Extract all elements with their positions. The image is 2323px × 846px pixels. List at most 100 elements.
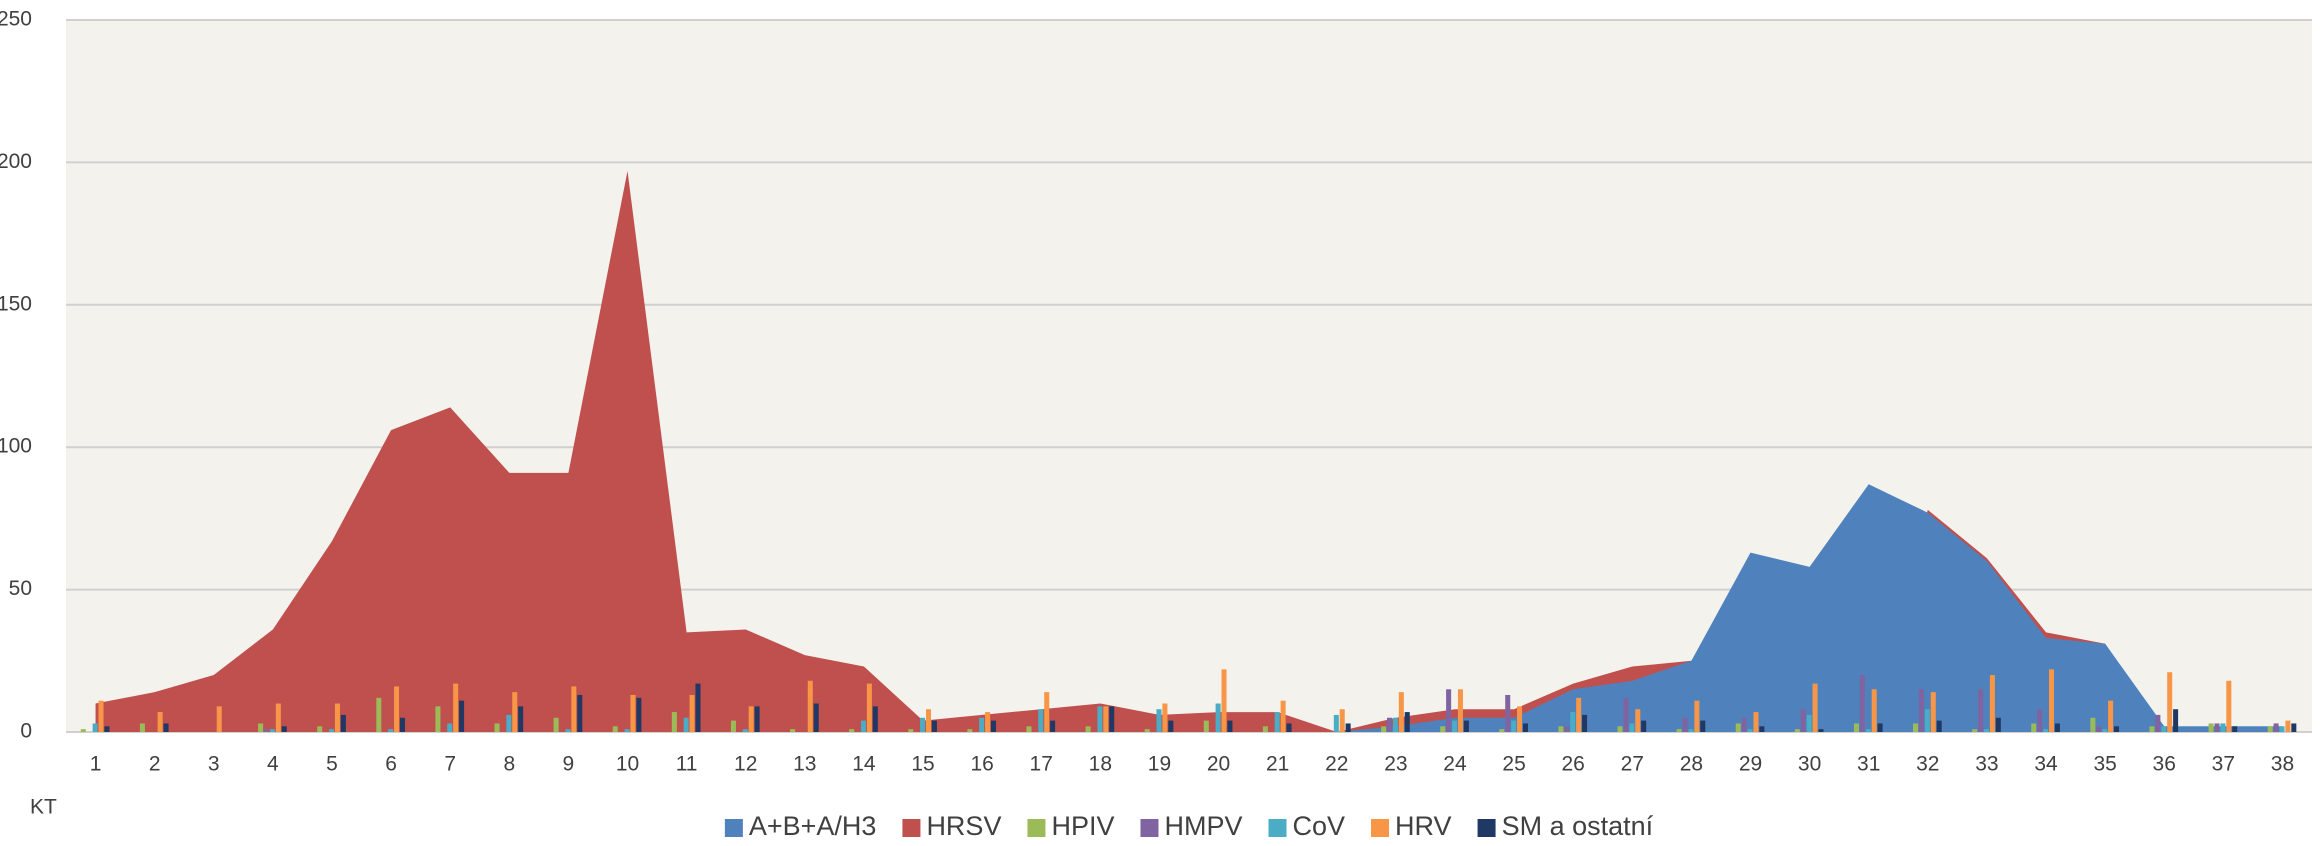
bar bbox=[1339, 709, 1345, 732]
bar bbox=[1162, 703, 1168, 732]
bar bbox=[1345, 723, 1351, 732]
x-tick-label: 37 bbox=[2212, 753, 2235, 776]
bar bbox=[872, 706, 878, 732]
bar bbox=[1688, 729, 1694, 732]
bar bbox=[2031, 723, 2037, 732]
bar bbox=[512, 692, 518, 732]
bar bbox=[459, 700, 465, 732]
x-tick-label: 1 bbox=[90, 753, 102, 776]
legend-swatch bbox=[724, 819, 743, 837]
bar bbox=[1913, 723, 1919, 732]
bar bbox=[1499, 729, 1505, 732]
x-tick-label: 23 bbox=[1384, 753, 1407, 776]
bar bbox=[1156, 709, 1162, 732]
bar bbox=[80, 729, 86, 732]
bar bbox=[2220, 723, 2226, 732]
bar bbox=[1440, 726, 1446, 732]
bar bbox=[1983, 729, 1989, 732]
legend-swatch bbox=[1027, 819, 1046, 837]
bar bbox=[1853, 723, 1859, 732]
bar bbox=[2161, 726, 2167, 732]
bar bbox=[849, 729, 855, 732]
x-tick-label: 30 bbox=[1798, 753, 1821, 776]
x-tick-label: 8 bbox=[503, 753, 515, 776]
bar bbox=[1570, 712, 1576, 732]
bar bbox=[2208, 723, 2214, 732]
bar bbox=[979, 717, 985, 732]
bar bbox=[1700, 720, 1706, 732]
legend-label: CoV bbox=[1293, 811, 1346, 841]
bar bbox=[1050, 720, 1056, 732]
bar bbox=[1812, 683, 1818, 732]
bar bbox=[1085, 726, 1091, 732]
legend-label: HPIV bbox=[1051, 811, 1114, 841]
legend-swatch bbox=[1371, 819, 1390, 837]
legend-label: A+B+A/H3 bbox=[749, 811, 877, 841]
bar bbox=[2214, 723, 2220, 732]
bar bbox=[264, 729, 270, 732]
x-tick-label: 16 bbox=[970, 753, 993, 776]
y-tick-label: 150 bbox=[0, 292, 32, 315]
x-tick-label: 34 bbox=[2034, 753, 2058, 776]
bar bbox=[1387, 717, 1393, 732]
legend-swatch bbox=[902, 819, 921, 837]
legend: A+B+A/H3 HRSV HPIV HMPV CoV HRV SM a ostatní bbox=[724, 811, 1654, 841]
bar bbox=[1641, 720, 1647, 732]
legend-label: SM a ostatní bbox=[1502, 811, 1654, 841]
bar bbox=[388, 729, 394, 732]
area bbox=[95, 170, 2283, 733]
bar bbox=[1227, 720, 1233, 732]
bar bbox=[925, 709, 932, 732]
bar bbox=[1381, 726, 1387, 732]
bar bbox=[2232, 726, 2238, 732]
bar bbox=[2149, 726, 2155, 732]
y-tick-label: 200 bbox=[0, 150, 32, 173]
x-tick-label: 12 bbox=[734, 753, 757, 776]
bar bbox=[807, 680, 813, 732]
legend-label: HRSV bbox=[926, 811, 1001, 841]
bar bbox=[553, 717, 559, 732]
x-tick-label: 10 bbox=[616, 753, 639, 776]
bar bbox=[860, 720, 866, 732]
x-tick-label: 27 bbox=[1621, 753, 1644, 776]
x-tick-label: 4 bbox=[267, 753, 279, 776]
bar bbox=[1629, 723, 1635, 732]
bar bbox=[695, 683, 701, 732]
bar bbox=[1682, 717, 1688, 732]
bar bbox=[1995, 717, 2001, 732]
x-tick-label: 17 bbox=[1030, 753, 1053, 776]
bar bbox=[1463, 720, 1469, 732]
y-tick-label: 50 bbox=[9, 577, 32, 600]
bar bbox=[1517, 706, 1523, 732]
bar bbox=[1877, 723, 1883, 732]
x-tick-label: 28 bbox=[1680, 753, 1703, 776]
bar bbox=[1505, 694, 1511, 732]
bar bbox=[2226, 680, 2232, 732]
x-tick-label: 36 bbox=[2153, 753, 2176, 776]
bar bbox=[269, 729, 275, 732]
bar bbox=[275, 703, 281, 732]
x-tick-label: 29 bbox=[1739, 753, 1762, 776]
bar bbox=[866, 683, 872, 732]
bar bbox=[1871, 689, 1877, 732]
bar bbox=[2273, 723, 2279, 732]
x-tick-label: 3 bbox=[208, 753, 220, 776]
x-tick-label: 25 bbox=[1502, 753, 1525, 776]
bar bbox=[1753, 712, 1759, 732]
bar bbox=[1333, 714, 1339, 732]
bar bbox=[1280, 700, 1286, 732]
x-tick-label: 35 bbox=[2093, 753, 2116, 776]
x-tick-label: 24 bbox=[1443, 753, 1467, 776]
bar bbox=[1576, 697, 1582, 732]
bar bbox=[2043, 729, 2049, 732]
bar bbox=[1676, 729, 1682, 732]
x-tick-label: 15 bbox=[911, 753, 934, 776]
bar bbox=[1635, 709, 1641, 732]
bar bbox=[1972, 729, 1978, 732]
x-tick-label: 26 bbox=[1562, 753, 1585, 776]
bar bbox=[1747, 729, 1753, 732]
bar bbox=[1564, 726, 1570, 732]
bar bbox=[1215, 703, 1221, 732]
bar bbox=[920, 717, 926, 732]
